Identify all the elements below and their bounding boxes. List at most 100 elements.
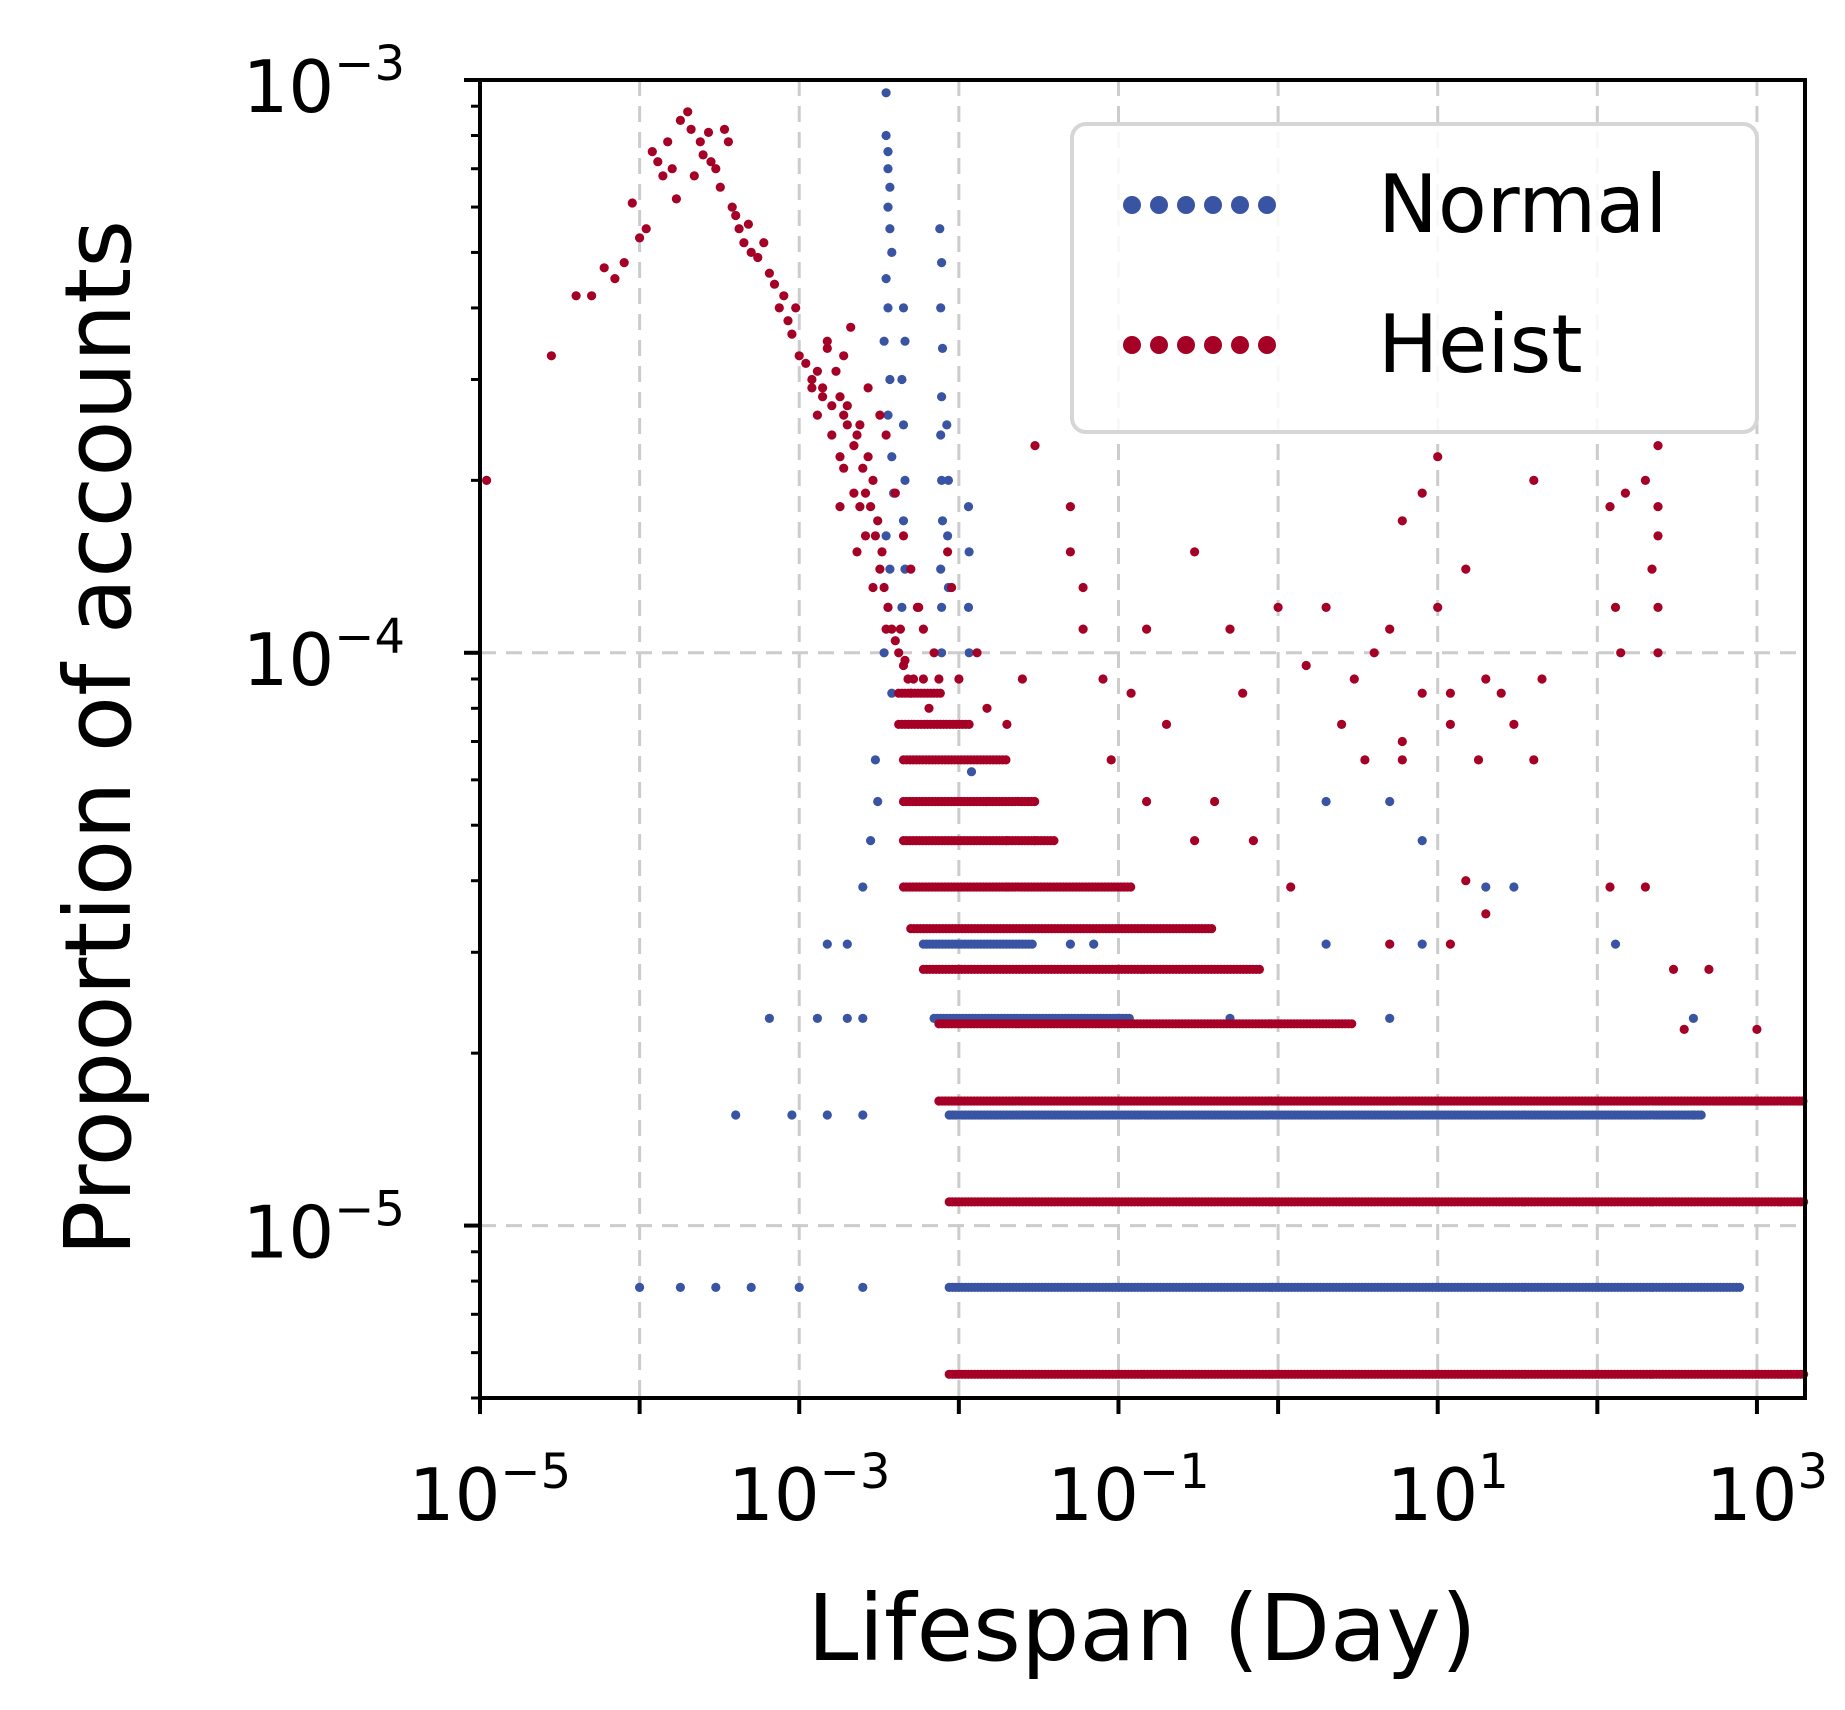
- data-point: [1605, 502, 1615, 512]
- data-point: [855, 420, 865, 430]
- data-point: [883, 303, 893, 313]
- data-point: [1610, 602, 1621, 613]
- data-point: [964, 547, 974, 557]
- data-point: [822, 939, 832, 949]
- data-point: [890, 488, 900, 498]
- data-point: [1433, 602, 1443, 613]
- data-point: [898, 303, 909, 313]
- legend: Normal Heist: [1070, 122, 1759, 434]
- data-point: [935, 688, 945, 698]
- data-point: [849, 441, 859, 451]
- legend-dot: [1231, 196, 1249, 214]
- data-point: [727, 202, 737, 212]
- data-point: [855, 502, 865, 512]
- data-point: [1248, 836, 1258, 846]
- data-point: [881, 531, 891, 541]
- data-point: [835, 452, 845, 462]
- data-point: [1347, 1019, 1357, 1029]
- data-point: [1078, 624, 1088, 634]
- data-point: [883, 164, 893, 174]
- data-point: [822, 1110, 832, 1120]
- data-point: [753, 252, 763, 263]
- data-point: [1210, 796, 1220, 807]
- data-point: [746, 247, 756, 257]
- data-point: [1537, 674, 1547, 684]
- data-point: [1349, 674, 1359, 684]
- data-point: [1397, 755, 1407, 765]
- data-point: [818, 383, 828, 393]
- points-layer: [482, 88, 1809, 1379]
- data-point: [895, 624, 906, 634]
- data-point: [783, 316, 793, 326]
- data-point: [936, 430, 946, 440]
- data-point: [924, 703, 934, 713]
- x-tick-label: 10−5: [409, 1444, 571, 1537]
- data-point: [1610, 939, 1621, 949]
- data-point: [812, 1013, 823, 1024]
- data-point: [866, 836, 876, 846]
- data-point: [764, 268, 775, 278]
- data-point: [619, 258, 629, 268]
- x-tick-label: 103: [1706, 1444, 1828, 1537]
- data-point: [1385, 939, 1395, 949]
- data-point: [1417, 939, 1427, 949]
- data-point: [883, 147, 893, 157]
- data-point: [1321, 602, 1331, 613]
- data-point: [914, 602, 924, 613]
- data-point: [1653, 531, 1663, 541]
- legend-label-heist: Heist: [1378, 298, 1583, 391]
- legend-dot: [1123, 336, 1141, 354]
- data-point: [1653, 648, 1663, 658]
- data-point: [1190, 547, 1200, 557]
- data-point: [1273, 1110, 1283, 1120]
- data-point: [1397, 516, 1407, 526]
- data-point: [881, 274, 891, 284]
- data-point: [706, 157, 716, 167]
- data-point: [1605, 882, 1615, 892]
- data-point: [1030, 796, 1040, 807]
- data-point: [1461, 876, 1471, 886]
- data-point: [1481, 909, 1491, 919]
- data-point: [900, 655, 910, 666]
- data-point: [1254, 964, 1264, 975]
- data-point: [1017, 674, 1027, 684]
- data-point: [1065, 502, 1075, 512]
- data-point: [1481, 882, 1491, 892]
- data-point: [1481, 674, 1491, 684]
- data-point: [963, 502, 974, 512]
- data-point: [1027, 939, 1037, 949]
- data-point: [897, 602, 907, 613]
- data-point: [894, 648, 904, 658]
- data-point: [723, 137, 734, 147]
- data-point: [812, 366, 823, 376]
- data-point: [1286, 882, 1296, 892]
- data-point: [1473, 755, 1484, 765]
- data-point: [875, 410, 885, 420]
- data-point: [929, 648, 939, 658]
- data-point: [906, 564, 916, 574]
- data-point: [711, 1282, 721, 1292]
- data-point: [877, 547, 887, 557]
- legend-dot: [1150, 336, 1168, 354]
- data-point: [1647, 564, 1657, 574]
- data-point: [571, 291, 581, 301]
- legend-dot: [1177, 196, 1195, 214]
- data-point: [1445, 719, 1455, 730]
- data-point: [769, 279, 780, 289]
- data-point: [683, 107, 693, 117]
- data-point: [947, 582, 957, 593]
- data-point: [779, 291, 789, 301]
- data-point: [900, 475, 910, 485]
- data-point: [883, 602, 893, 613]
- data-point: [1273, 602, 1283, 613]
- data-point: [943, 547, 953, 557]
- data-point: [822, 336, 832, 346]
- data-point: [1696, 1110, 1706, 1120]
- data-point: [1668, 964, 1679, 975]
- data-point: [807, 374, 817, 385]
- data-point: [787, 329, 797, 339]
- data-point: [898, 531, 909, 541]
- data-point: [1640, 882, 1650, 892]
- data-point: [1509, 882, 1519, 892]
